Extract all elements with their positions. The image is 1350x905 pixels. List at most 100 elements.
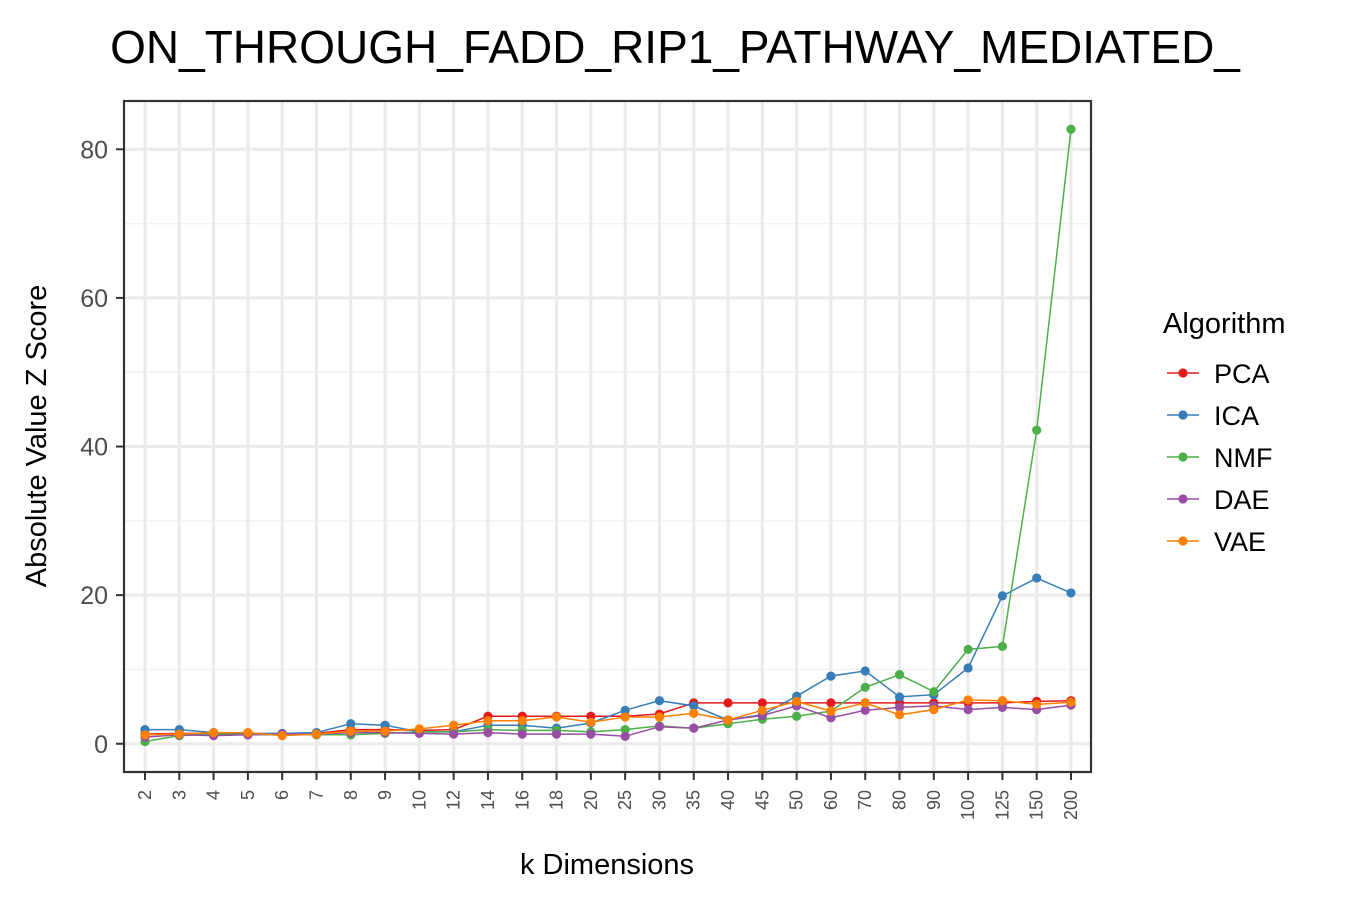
x-tick-label: 6: [272, 790, 292, 800]
legend-item-dae: DAE: [1167, 485, 1270, 515]
x-tick-label: 12: [444, 790, 464, 810]
series-line-vae: [144, 699, 1072, 737]
x-tick-label: 4: [204, 790, 224, 800]
data-point-dae: [826, 713, 836, 723]
x-tick-label: 20: [581, 790, 601, 810]
x-tick-label: 125: [992, 790, 1012, 820]
x-tick-label: 8: [341, 790, 361, 800]
legend-key-point: [1178, 494, 1188, 504]
x-tick-label: 14: [478, 790, 498, 810]
x-tick-label: 90: [924, 790, 944, 810]
data-point-dae: [517, 729, 527, 739]
data-point-vae: [517, 716, 527, 726]
data-point-vae: [346, 726, 356, 736]
legend-title: Algorithm: [1163, 308, 1286, 340]
data-point-nmf: [1032, 425, 1042, 435]
data-point-vae: [723, 715, 733, 725]
data-point-vae: [826, 706, 836, 716]
data-point-vae: [380, 726, 390, 736]
data-point-dae: [551, 729, 562, 739]
data-point-dae: [963, 704, 973, 715]
data-point-vae: [140, 730, 150, 740]
series-layer: [140, 124, 1076, 747]
data-point-pca: [757, 698, 767, 708]
data-point-nmf: [620, 725, 630, 735]
data-point-dae: [860, 705, 870, 715]
y-tick-label: 40: [80, 434, 108, 462]
plot-panel-background: [124, 101, 1091, 772]
data-point-vae: [963, 695, 973, 705]
plot-panel-border: [122, 99, 1093, 774]
data-point-vae: [654, 712, 665, 722]
data-point-vae: [689, 708, 699, 718]
x-tick-label: 60: [821, 790, 841, 810]
data-point-vae: [586, 717, 596, 727]
data-point-vae: [311, 729, 322, 739]
legend-item-nmf: NMF: [1167, 443, 1272, 473]
data-point-vae: [483, 716, 493, 726]
data-point-dae: [620, 731, 630, 741]
x-tick-label: 40: [718, 790, 738, 810]
x-tick-label: 150: [1027, 790, 1047, 820]
y-tick-label: 60: [80, 285, 108, 313]
y-axis-title: Absolute Value Z Score: [21, 285, 53, 588]
data-point-vae: [174, 729, 184, 739]
x-tick-label: 100: [958, 790, 978, 820]
data-point-vae: [1066, 697, 1076, 707]
data-point-ica: [689, 701, 699, 711]
data-point-nmf: [894, 670, 905, 680]
data-point-vae: [997, 696, 1008, 706]
data-point-nmf: [929, 687, 939, 697]
legend-key-point: [1178, 410, 1188, 420]
data-point-dae: [586, 729, 596, 739]
grid-layer: [124, 101, 1091, 772]
data-point-vae: [757, 705, 767, 715]
data-point-vae: [620, 712, 630, 722]
data-point-nmf: [860, 682, 870, 692]
data-point-vae: [449, 720, 459, 730]
y-tick-label: 80: [80, 136, 108, 164]
data-point-nmf: [1066, 124, 1076, 134]
chart-title: ON_THROUGH_FADD_RIP1_PATHWAY_MEDIATED_: [110, 21, 1241, 73]
data-point-ica: [346, 719, 356, 729]
y-tick-label: 0: [94, 731, 108, 759]
data-point-dae: [483, 728, 493, 738]
legend-item-pca: PCA: [1167, 359, 1270, 389]
data-point-ica: [1066, 588, 1076, 598]
data-point-vae: [551, 712, 562, 722]
data-point-nmf: [792, 711, 802, 721]
x-tick-label: 45: [752, 790, 772, 810]
data-point-vae: [894, 710, 905, 720]
series-line-ica: [145, 577, 1072, 735]
x-tick-label: 5: [238, 790, 258, 800]
data-point-vae: [929, 704, 939, 715]
x-tick-label: 70: [855, 790, 875, 810]
data-point-ica: [997, 591, 1008, 601]
x-tick-label: 2: [135, 790, 155, 800]
x-tick-label: 200: [1061, 790, 1081, 820]
legend-key-point: [1178, 452, 1188, 462]
x-tick-label: 16: [512, 790, 532, 810]
legend-key-point: [1178, 368, 1188, 378]
legend-item-ica: ICA: [1167, 401, 1259, 431]
data-point-vae: [277, 730, 287, 741]
data-point-vae: [860, 698, 870, 708]
x-tick-label: 18: [547, 790, 567, 810]
legend-key-point: [1178, 536, 1188, 546]
x-axis-title: k Dimensions: [520, 849, 694, 881]
data-point-nmf: [963, 644, 973, 654]
legend-label: NMF: [1214, 443, 1272, 473]
x-tick-label: 3: [169, 790, 189, 800]
legend-label: VAE: [1214, 527, 1266, 557]
data-point-vae: [1032, 699, 1042, 709]
data-point-ica: [620, 705, 630, 715]
data-point-ica: [1032, 573, 1042, 583]
x-tick-label: 30: [649, 790, 669, 810]
data-point-dae: [654, 722, 665, 732]
legend-label: ICA: [1214, 401, 1259, 431]
data-point-ica: [860, 666, 870, 676]
legend-items: PCA ICA NMF DAE VAE: [1167, 359, 1272, 557]
